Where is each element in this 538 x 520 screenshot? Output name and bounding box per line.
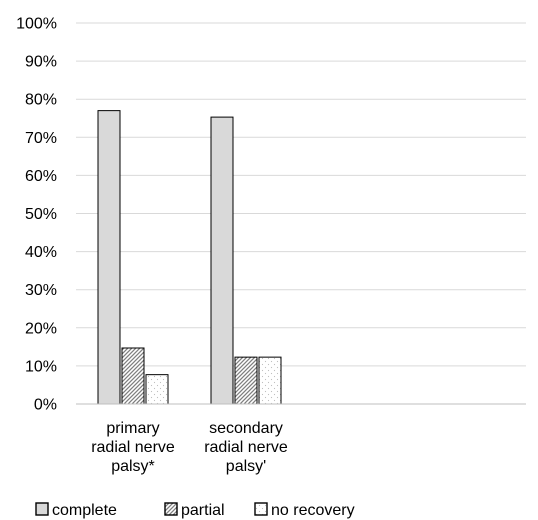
bar-complete (97, 110, 121, 405)
y-tick-label: 10% (25, 358, 57, 375)
bar-complete (210, 116, 234, 405)
y-tick-label: 40% (25, 244, 57, 261)
y-axis-tick-labels: 0% 10% 20% 30% 40% 50% 60% 70% 80% 90% 100% (16, 16, 57, 414)
legend-label: no recovery (271, 502, 355, 519)
legend-swatch-complete (35, 502, 49, 516)
gridlines (76, 22, 526, 367)
y-tick-label: 30% (25, 282, 57, 299)
bars (97, 110, 282, 405)
y-tick-label: 60% (25, 168, 57, 185)
x-category-label: secondary radial nerve palsy' (204, 420, 288, 475)
legend: complete partial no recovery (35, 502, 355, 519)
bar-partial (234, 356, 258, 405)
bar-no-recovery (145, 374, 169, 405)
x-category-label: primary radial nerve palsy* (91, 420, 175, 475)
y-tick-label: 90% (25, 54, 57, 71)
y-tick-label: 70% (25, 130, 57, 147)
legend-label: partial (181, 502, 225, 519)
bar-partial (121, 347, 145, 405)
legend-label: complete (52, 502, 117, 519)
y-tick-label: 50% (25, 206, 57, 223)
x-axis-category-labels: primary radial nerve palsy* secondary radial… (91, 420, 288, 475)
legend-swatch-partial (164, 502, 178, 516)
y-tick-label: 20% (25, 320, 57, 337)
y-tick-label: 80% (25, 92, 57, 109)
legend-swatch-no-recovery (254, 502, 268, 516)
y-tick-label: 100% (16, 16, 57, 33)
y-tick-label: 0% (34, 397, 57, 414)
bar-no-recovery (258, 356, 282, 405)
